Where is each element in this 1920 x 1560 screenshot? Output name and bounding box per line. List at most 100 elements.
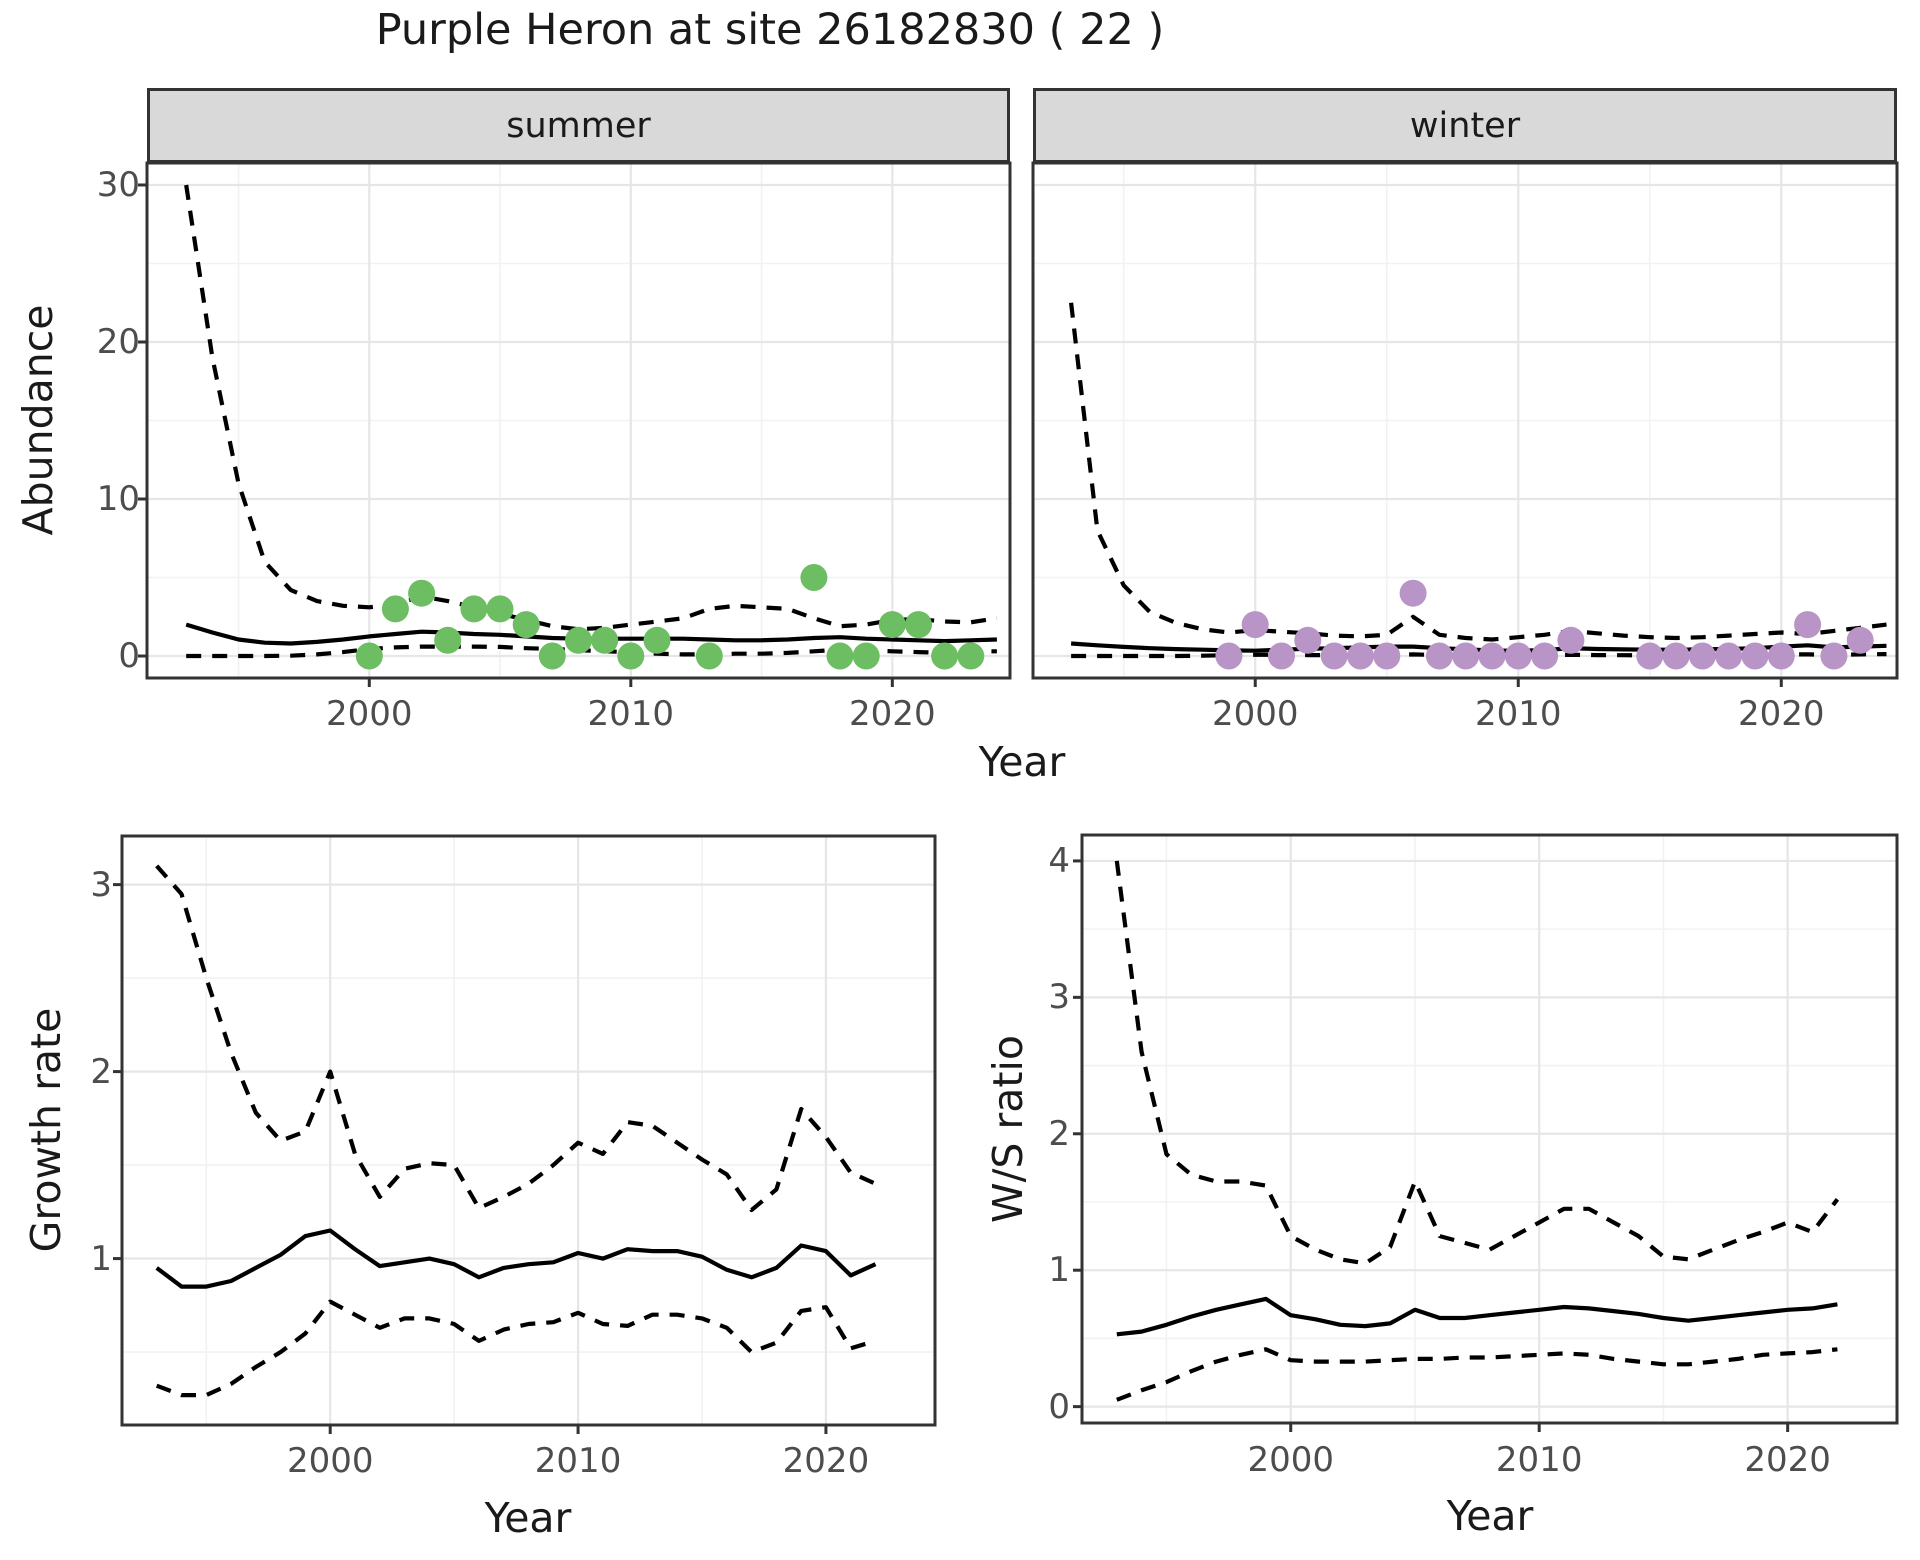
panel-border — [120, 834, 937, 1427]
data-point — [1504, 642, 1532, 670]
data-point — [1294, 626, 1322, 654]
series-upper_ci — [1114, 860, 1840, 1266]
y-tick-label: 4 — [1048, 840, 1070, 881]
data-point — [434, 626, 462, 654]
series-lower_ci — [1116, 1347, 1838, 1402]
x-tick-label: 2010 — [534, 1441, 622, 1481]
panel-winter — [1031, 161, 1899, 687]
page-title: Purple Heron at site 26182830 ( 22 ) — [375, 5, 1165, 55]
axis-ticks — [138, 183, 894, 687]
y-tick-label: 2 — [1048, 1113, 1070, 1154]
data-point — [1268, 642, 1295, 670]
x-tick-label: 2020 — [1744, 1440, 1831, 1480]
data-point — [381, 595, 409, 623]
data-point — [1820, 642, 1848, 670]
data-point — [826, 642, 854, 670]
data-point — [1425, 642, 1453, 670]
data-point — [1636, 642, 1664, 670]
y-tick-label: 0 — [118, 636, 140, 677]
series-lower_ci — [155, 1299, 877, 1398]
data-point — [1715, 642, 1743, 670]
x-tick-label: 2010 — [1474, 694, 1562, 734]
data-point — [931, 642, 959, 670]
y-tick-label: 3 — [1048, 977, 1070, 1018]
panel-border — [145, 161, 1012, 680]
x-tick-label: 2010 — [587, 694, 675, 734]
data-point — [1794, 611, 1822, 639]
x-tick-label: 2020 — [1738, 694, 1825, 734]
data-point — [1741, 642, 1769, 670]
facet-strip-summer: summer — [147, 88, 1010, 163]
data-point — [486, 595, 514, 623]
x-tick-label: 2020 — [782, 1441, 870, 1481]
x-tick-label: 2000 — [1247, 1440, 1334, 1480]
observation-points — [1215, 579, 1874, 670]
data-point — [617, 642, 645, 670]
growth-rate-axis-title: Growth rate — [22, 1007, 70, 1253]
y-tick-label: 1 — [90, 1238, 112, 1279]
data-point — [1767, 642, 1795, 670]
panel-background — [122, 836, 935, 1425]
axis-ticks — [1253, 678, 1783, 687]
series-upper_ci — [155, 864, 877, 1213]
data-point — [565, 626, 592, 654]
data-point — [538, 642, 566, 670]
data-point — [408, 579, 436, 607]
y-tick-label: 10 — [96, 479, 140, 519]
facet-strip-summer-label: summer — [506, 105, 651, 146]
data-point — [1662, 642, 1690, 670]
x-tick-label: 2000 — [286, 1441, 374, 1481]
series-upper_ci — [1069, 302, 1887, 642]
y-tick-label: 3 — [90, 864, 112, 905]
data-point — [1373, 642, 1401, 670]
data-point — [1531, 642, 1559, 670]
grid-minor — [1033, 163, 1897, 678]
data-point — [800, 564, 828, 591]
ws-ratio-axis-title: W/S ratio — [984, 1035, 1032, 1223]
data-point — [695, 642, 723, 670]
panel-border — [1031, 161, 1899, 680]
x-tick-label: 2020 — [849, 694, 936, 734]
panel-summer — [138, 161, 1012, 687]
grid-major — [122, 836, 935, 1425]
grid-minor — [147, 163, 1010, 678]
data-point — [905, 611, 932, 639]
series-fit — [155, 1228, 877, 1289]
data-point — [1846, 626, 1874, 654]
grid-major — [1082, 835, 1897, 1423]
data-point — [1399, 579, 1427, 607]
panel-border — [1080, 833, 1899, 1425]
data-point — [643, 626, 671, 654]
observation-points — [355, 564, 985, 670]
abundance-axis-title: Abundance — [14, 304, 62, 536]
grid-minor — [122, 836, 935, 1425]
data-point — [355, 642, 383, 670]
data-point — [1320, 642, 1348, 670]
data-point — [1557, 626, 1585, 654]
panel-growth — [113, 834, 937, 1434]
facet-strip-winter-label: winter — [1409, 105, 1521, 146]
series-fit — [1116, 1296, 1838, 1337]
year-axis-title-growth: Year — [484, 1494, 572, 1542]
y-tick-label: 0 — [1048, 1386, 1070, 1427]
data-point — [1688, 642, 1716, 670]
data-point — [852, 642, 880, 670]
y-tick-label: 20 — [96, 321, 140, 362]
facet-strip-winter: winter — [1033, 88, 1897, 163]
data-point — [878, 611, 906, 639]
x-tick-label: 2000 — [326, 694, 413, 734]
panel-ws — [1073, 833, 1899, 1432]
data-point — [1215, 642, 1243, 670]
axis-ticks — [113, 883, 828, 1434]
data-point — [1241, 611, 1269, 639]
data-point — [512, 611, 540, 639]
x-tick-label: 2000 — [1211, 694, 1299, 734]
axis-ticks — [1073, 859, 1790, 1432]
grid-minor — [1082, 835, 1897, 1423]
data-point — [1347, 642, 1374, 670]
series-upper_ci — [184, 184, 998, 632]
data-point — [957, 642, 985, 670]
y-tick-label: 2 — [90, 1051, 112, 1092]
year-axis-title-top: Year — [978, 738, 1066, 786]
